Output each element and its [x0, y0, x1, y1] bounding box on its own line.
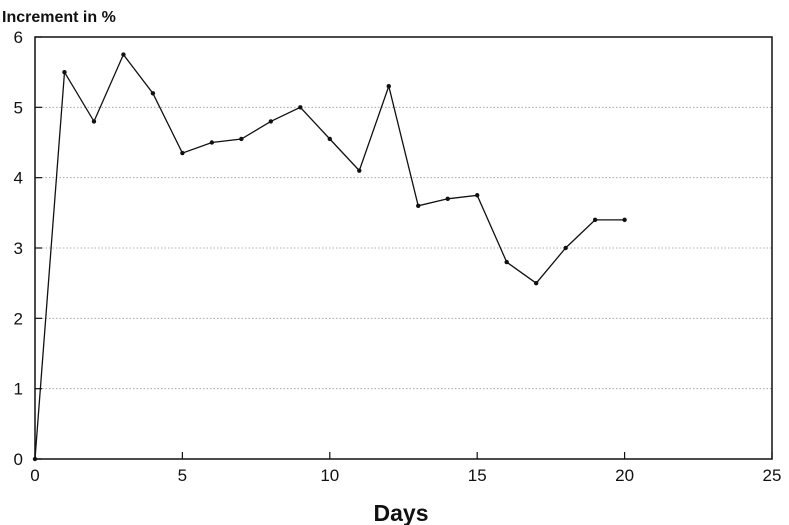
- gridlines: [35, 106, 772, 390]
- data-point: [268, 119, 274, 124]
- y-axis-title: Increment in %: [2, 9, 116, 26]
- series-line: [34, 53, 625, 460]
- data-point: [504, 259, 509, 265]
- data-point: [91, 119, 97, 124]
- x-tick-label: 20: [615, 466, 634, 485]
- y-tick-label: 1: [14, 380, 23, 399]
- data-point: [180, 150, 185, 156]
- data-point: [121, 52, 126, 57]
- data-point: [239, 136, 244, 142]
- data-point: [298, 105, 303, 110]
- x-tick-label: 10: [320, 466, 339, 485]
- x-axis-title: Days: [374, 500, 429, 525]
- y-tick-label: 4: [14, 169, 23, 188]
- x-tick-label: 0: [30, 466, 39, 485]
- y-tick-label: 0: [14, 450, 23, 469]
- y-axis: 0 1 2 3 4 5 6: [14, 28, 42, 469]
- data-point: [32, 456, 38, 462]
- data-point: [416, 203, 421, 208]
- data-point: [622, 217, 627, 223]
- y-tick-label: 3: [14, 239, 23, 258]
- data-point: [475, 193, 480, 198]
- x-tick-label: 15: [468, 466, 487, 485]
- x-tick-label: 25: [763, 466, 782, 485]
- data-point: [563, 245, 568, 251]
- data-point: [386, 84, 391, 89]
- y-tick-label: 5: [14, 98, 23, 117]
- data-point: [533, 280, 539, 286]
- data-point: [592, 217, 598, 223]
- data-point: [62, 69, 67, 75]
- x-axis: 0 5 10 15 20 25: [30, 452, 781, 485]
- data-point: [327, 136, 332, 142]
- data-point: [150, 91, 156, 96]
- data-point: [445, 196, 450, 201]
- x-tick-label: 5: [178, 466, 187, 485]
- y-tick-label: 6: [14, 28, 23, 47]
- data-point: [209, 140, 215, 145]
- y-tick-label: 2: [14, 309, 23, 328]
- data-points: [32, 52, 627, 462]
- data-point: [357, 168, 362, 173]
